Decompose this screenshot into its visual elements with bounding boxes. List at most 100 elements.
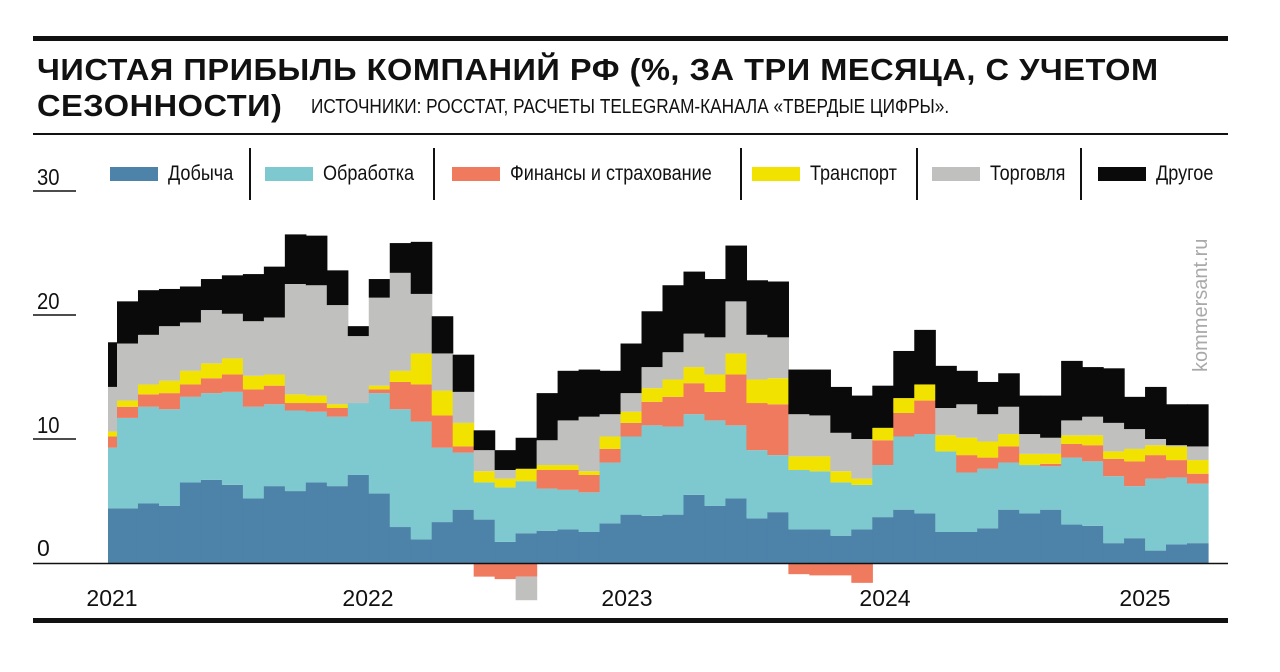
bar-segment-3 xyxy=(788,456,810,470)
legend-label: Транспорт xyxy=(810,162,897,185)
bar-segment-3 xyxy=(242,375,265,390)
bar-segment-5 xyxy=(1040,395,1062,438)
bar-segment-2 xyxy=(1166,460,1188,478)
bar-segment-4 xyxy=(662,352,685,380)
legend-label: Торговля xyxy=(990,162,1066,185)
bar-segment-2 xyxy=(641,401,664,426)
bar-segment-4 xyxy=(108,386,118,432)
bar-segment-3 xyxy=(494,478,517,488)
bar-segment-0 xyxy=(809,529,831,563)
bar-segment-4 xyxy=(263,317,286,375)
bar-segment-3 xyxy=(536,465,559,470)
bar-segment-2 xyxy=(557,470,580,490)
bar-segment-4 xyxy=(851,439,873,479)
bar-segment-5 xyxy=(767,281,789,338)
bar-segment-5 xyxy=(1019,395,1041,435)
bar-segment-0 xyxy=(536,530,559,563)
bar-segment-4 xyxy=(1166,445,1188,447)
bar-segment-2 xyxy=(1040,463,1062,467)
bar-segment-2 xyxy=(1124,461,1146,487)
bar-segment-3 xyxy=(851,478,873,485)
bar-segment-5 xyxy=(536,393,559,441)
bar-segment-4 xyxy=(578,416,601,472)
bar-segment-0 xyxy=(242,498,265,563)
bar-segment-5 xyxy=(137,290,160,335)
bar-segment-0 xyxy=(1187,543,1209,563)
bar-segment-1 xyxy=(1061,457,1083,525)
bar-segment-0 xyxy=(914,513,936,563)
bar-segment-4 xyxy=(1187,446,1209,461)
bar-segment-5 xyxy=(704,279,727,338)
bar-segment-0 xyxy=(326,486,349,563)
bar-segment-1 xyxy=(494,487,517,542)
bar-segment-5 xyxy=(1103,368,1125,423)
bar-segment-4 xyxy=(704,337,727,375)
bar-segment-4 xyxy=(536,440,559,466)
bar-segment-2 xyxy=(620,422,643,437)
bar-segment-5 xyxy=(389,243,412,273)
bar-segment-3 xyxy=(977,441,999,458)
bar-segment-5 xyxy=(410,241,433,294)
bar-segment-3 xyxy=(620,411,643,423)
bar-segment-2 xyxy=(494,563,517,580)
bar-segment-3 xyxy=(1103,451,1125,459)
bar-segment-3 xyxy=(368,385,391,390)
bar-segment-0 xyxy=(851,529,873,563)
y-tick-label: 30 xyxy=(37,164,60,191)
bar-segment-5 xyxy=(1145,386,1167,439)
legend-item-transport: Транспорт xyxy=(752,162,911,186)
bar-segment-3 xyxy=(284,394,307,404)
bar-segment-2 xyxy=(683,383,706,415)
bar-segment-3 xyxy=(1166,446,1188,461)
bar-segment-3 xyxy=(935,435,957,452)
bar-segment-3 xyxy=(263,374,286,386)
bar-segment-3 xyxy=(305,395,328,404)
bar-segment-5 xyxy=(158,288,181,327)
chart-source: ИСТОЧНИКИ: РОССТАТ, РАСЧЕТЫ TELEGRAM-КАН… xyxy=(311,96,950,118)
bar-segment-2 xyxy=(578,474,601,493)
bar-segment-1 xyxy=(872,465,894,518)
bar-segment-2 xyxy=(809,563,831,576)
x-ticks-group: 2021 2022 2023 2024 2025 xyxy=(86,585,1170,611)
bar-segment-1 xyxy=(662,426,685,515)
bar-segment-0 xyxy=(1019,513,1041,563)
bar-segment-4 xyxy=(431,353,454,391)
bar-segment-2 xyxy=(725,374,748,426)
bar-segment-2 xyxy=(200,378,223,394)
bar-segment-1 xyxy=(536,488,559,531)
bar-segment-5 xyxy=(347,326,370,337)
bar-segment-1 xyxy=(137,406,160,504)
bar-segment-2 xyxy=(1061,443,1083,458)
bar-segment-5 xyxy=(221,275,244,314)
bar-segment-1 xyxy=(410,421,433,540)
bar-segment-0 xyxy=(1040,509,1062,563)
legend-item-mining: Добыча xyxy=(110,162,244,186)
bar-segment-0 xyxy=(200,479,223,563)
bar-segment-5 xyxy=(746,280,768,335)
bar-segment-5 xyxy=(284,234,307,284)
bar-segment-5 xyxy=(599,370,622,415)
bar-segment-2 xyxy=(431,415,454,448)
bar-segment-1 xyxy=(935,451,957,532)
bar-segment-5 xyxy=(452,354,475,392)
bar-segment-5 xyxy=(809,369,831,416)
bar-segment-5 xyxy=(557,370,580,421)
bar-segment-1 xyxy=(725,425,748,499)
bar-segment-2 xyxy=(263,385,286,405)
bar-segment-1 xyxy=(767,455,789,513)
bar-segment-0 xyxy=(263,486,286,563)
bar-segment-5 xyxy=(263,266,286,318)
bar-segment-3 xyxy=(326,404,349,408)
bar-segment-0 xyxy=(117,508,139,563)
bar-segment-2 xyxy=(368,389,391,394)
bar-segment-2 xyxy=(117,406,139,418)
bar-segment-0 xyxy=(431,522,454,563)
bar-segment-3 xyxy=(137,384,160,395)
bar-segment-0 xyxy=(557,529,580,563)
bar-segment-4 xyxy=(620,393,643,412)
bar-segment-0 xyxy=(704,505,727,563)
bar-segment-1 xyxy=(620,436,643,515)
chart-title-line2: СЕЗОННОСТИ) xyxy=(37,88,283,123)
bar-segment-2 xyxy=(956,455,978,473)
